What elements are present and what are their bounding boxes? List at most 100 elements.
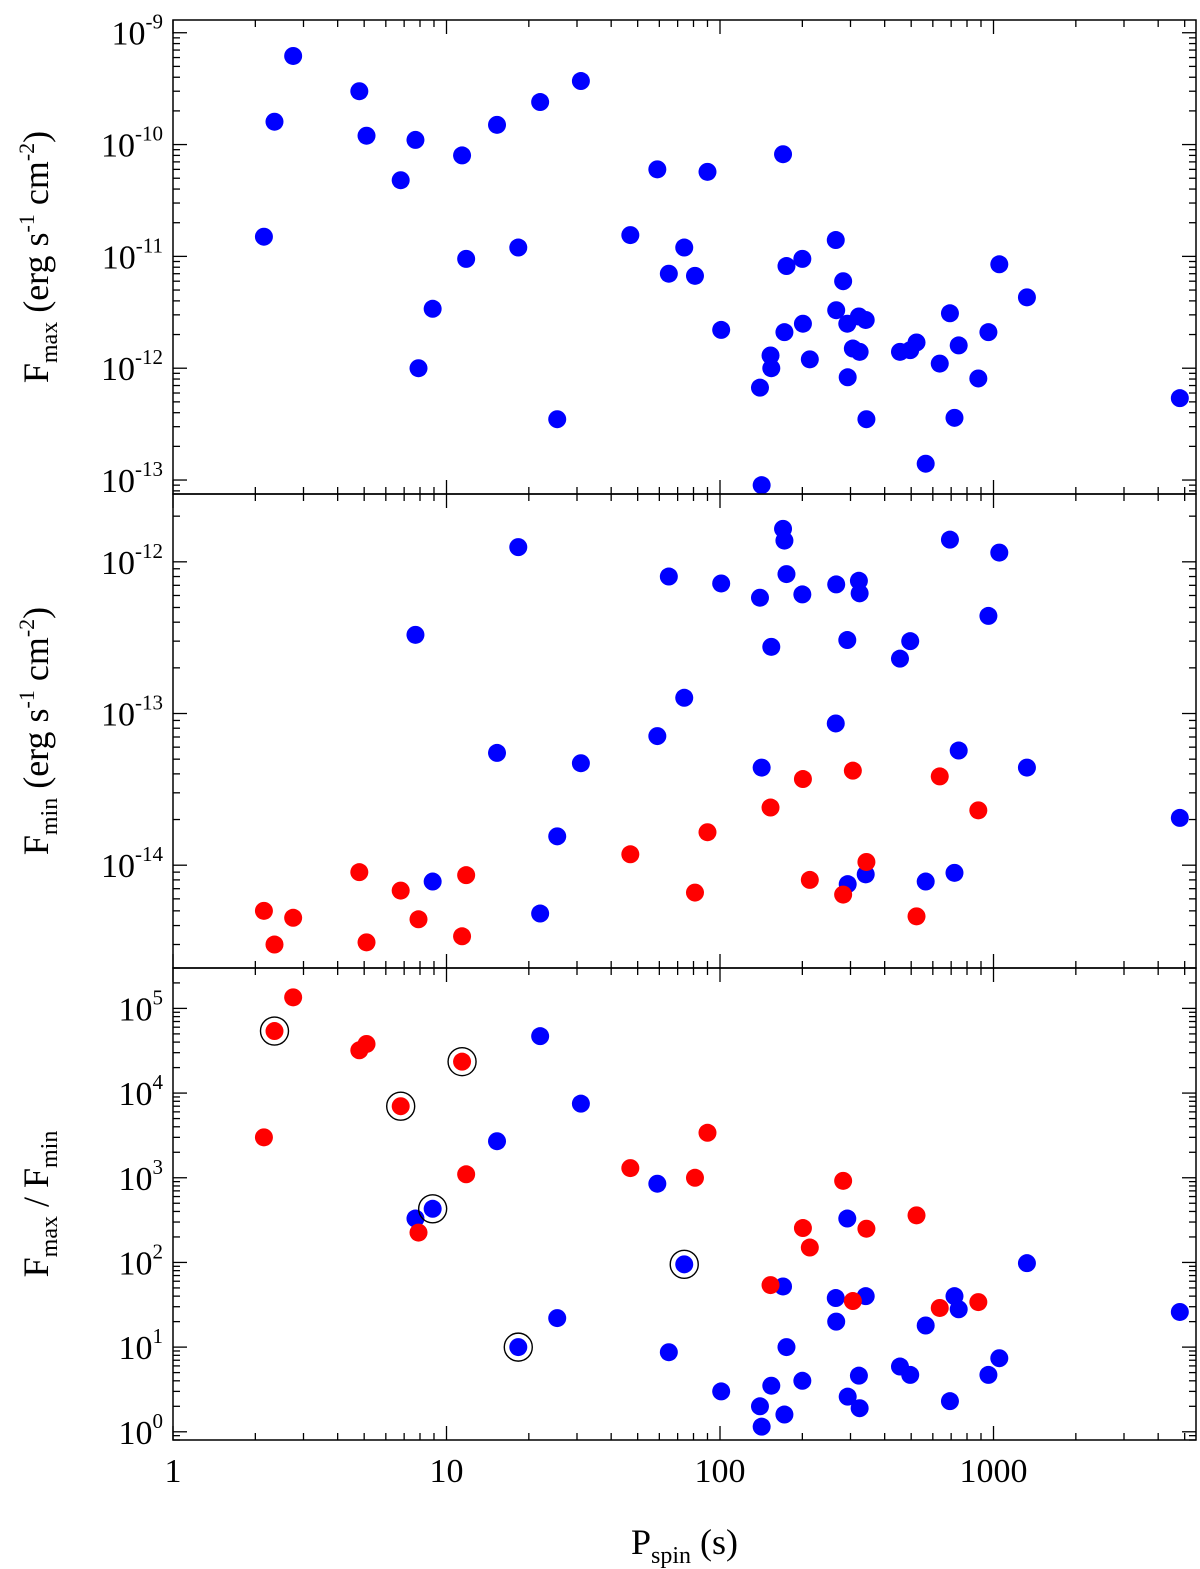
data-point: [675, 1255, 694, 1274]
data-point: [777, 1338, 796, 1357]
data-point: [1170, 808, 1189, 827]
data-point: [712, 574, 731, 593]
data-point: [391, 1097, 410, 1116]
data-point: [357, 126, 376, 145]
data-point: [990, 255, 1009, 274]
data-point: [409, 359, 428, 378]
data-point: [949, 336, 968, 355]
y-tick-label: 103: [119, 1155, 164, 1198]
y-tick-label: 10-12: [101, 539, 163, 582]
data-point: [850, 1399, 869, 1418]
data-point: [350, 82, 369, 101]
y-tick-label: 10-10: [101, 122, 163, 165]
y-ticks: [173, 32, 1196, 492]
data-point: [857, 1219, 876, 1238]
data-point: [254, 901, 273, 920]
data-point: [761, 1276, 780, 1295]
y-tick-label: 101: [119, 1324, 164, 1367]
x-tick-label: 100: [695, 1453, 746, 1490]
data-point: [457, 249, 476, 268]
data-point: [838, 1209, 857, 1228]
data-point: [762, 1376, 781, 1395]
data-point: [793, 249, 812, 268]
data-point: [357, 1034, 376, 1053]
data-point: [284, 46, 303, 65]
data-point: [1170, 1302, 1189, 1321]
data-point: [827, 301, 846, 320]
y-tick-label: 105: [119, 985, 164, 1028]
highlight-ring: [259, 1016, 290, 1046]
data-point: [571, 72, 590, 91]
data-point: [571, 754, 590, 773]
data-point: [675, 238, 694, 257]
data-point: [843, 761, 862, 780]
x-ticks: [172, 968, 1186, 1440]
data-point: [531, 1027, 550, 1046]
data-point: [940, 530, 959, 549]
data-point: [712, 320, 731, 339]
data-points: [254, 519, 1189, 954]
data-point: [453, 927, 472, 946]
data-point: [775, 323, 794, 342]
y-ticks: [173, 515, 1196, 946]
data-point: [254, 227, 273, 246]
middle-panel: 10-12 10-13 10-14 Fmin (erg s-1 cm-2): [14, 493, 1197, 969]
data-point: [800, 350, 819, 369]
data-point: [827, 575, 846, 594]
data-point: [406, 625, 425, 644]
data-point: [945, 408, 964, 427]
x-axis-title: Pspin (s): [631, 1522, 738, 1569]
data-point: [793, 1219, 812, 1238]
data-point: [949, 741, 968, 760]
data-point: [509, 538, 528, 557]
data-point: [838, 631, 857, 650]
data-point: [774, 145, 793, 164]
top-panel: 10-9 10-10 10-11 10-12 10-13 Fmax (erg s-1 cm…: [14, 10, 1197, 500]
y-tick-label: 100: [119, 1409, 164, 1452]
y-tick-label: 10-13: [101, 691, 163, 734]
data-point: [800, 870, 819, 889]
data-point: [979, 323, 998, 342]
data-point: [979, 606, 998, 625]
x-ticks: [172, 494, 1186, 968]
data-point: [750, 1397, 769, 1416]
data-point: [265, 1022, 284, 1041]
y-tick-label: 102: [119, 1239, 164, 1282]
data-point: [916, 872, 935, 891]
data-point: [509, 1338, 528, 1357]
data-point: [750, 378, 769, 397]
data-point: [916, 1316, 935, 1335]
data-point: [712, 1382, 731, 1401]
data-point: [990, 1349, 1009, 1368]
highlight-ring: [447, 1046, 477, 1077]
data-point: [826, 714, 845, 733]
data-point: [775, 1405, 794, 1424]
data-point: [969, 1293, 988, 1312]
data-points: [254, 46, 1189, 495]
data-point: [752, 1417, 771, 1436]
y-tick-label: 10-14: [101, 842, 163, 885]
y-axis-title: Fmax (erg s-1 cm-2): [14, 131, 63, 383]
data-point: [409, 910, 428, 929]
data-point: [827, 1312, 846, 1331]
data-point: [800, 1238, 819, 1257]
data-point: [761, 798, 780, 817]
data-point: [969, 369, 988, 388]
data-point: [762, 637, 781, 656]
data-point: [916, 454, 935, 473]
y-tick-label: 10-12: [101, 345, 163, 388]
data-point: [548, 1309, 567, 1328]
plot-frame: [172, 493, 1197, 969]
data-point: [531, 904, 550, 923]
data-point: [930, 1298, 949, 1317]
data-point: [793, 585, 812, 604]
y-axis-title: Fmax / Fmin: [16, 1131, 63, 1278]
data-point: [752, 758, 771, 777]
data-point: [648, 1174, 667, 1193]
data-point: [1017, 1254, 1036, 1273]
data-point: [890, 649, 909, 668]
data-point: [457, 866, 476, 885]
y-ticks: [173, 967, 1196, 1441]
data-point: [284, 988, 303, 1007]
data-point: [849, 1366, 868, 1385]
